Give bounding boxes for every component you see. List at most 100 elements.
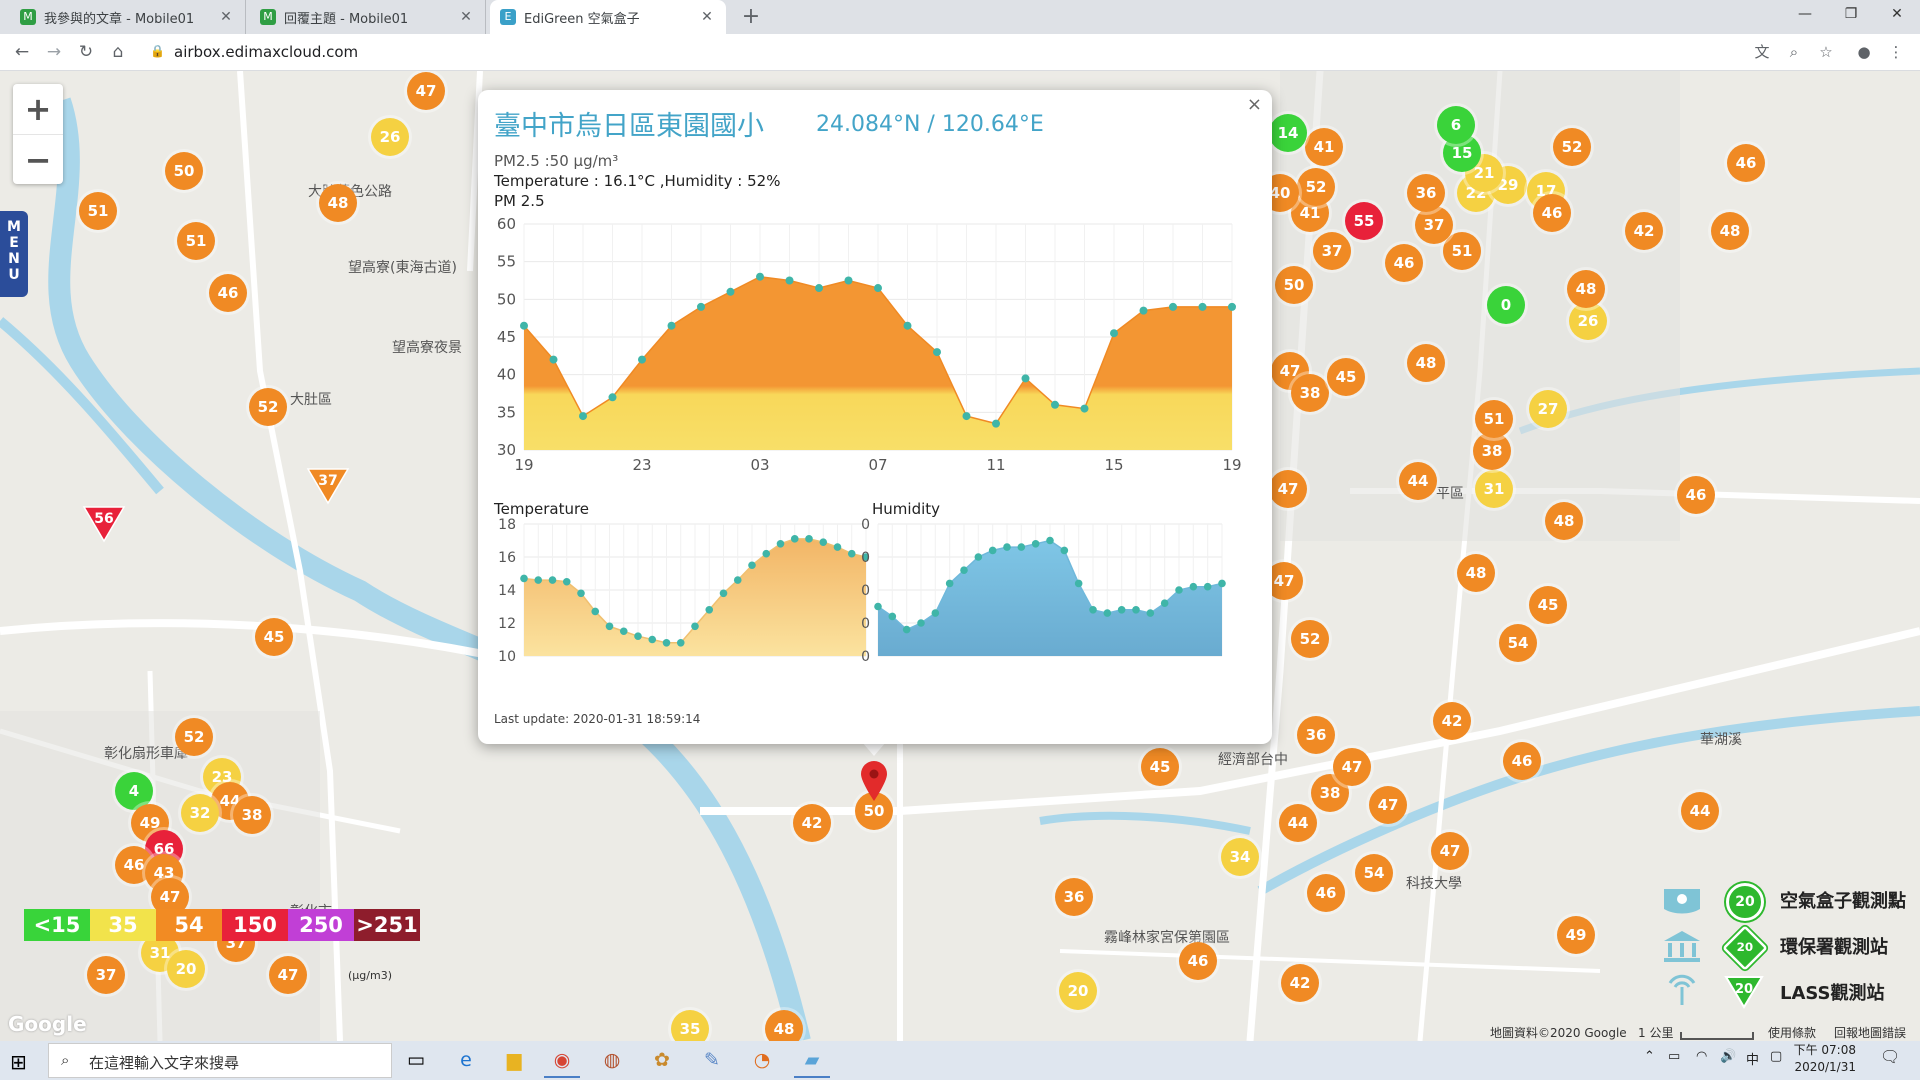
data-point[interactable] — [705, 606, 714, 614]
data-point[interactable] — [862, 553, 868, 561]
airbox-marker[interactable]: 45 — [1327, 358, 1365, 396]
data-point[interactable] — [667, 321, 676, 330]
airbox-marker[interactable]: 36 — [1055, 878, 1093, 916]
data-point[interactable] — [903, 321, 912, 330]
airbox-marker[interactable]: 46 — [1677, 476, 1715, 514]
airbox-marker[interactable]: 42 — [1281, 964, 1319, 1002]
data-point[interactable] — [648, 635, 657, 644]
data-point[interactable] — [1139, 306, 1148, 315]
lass-marker[interactable]: 56 — [82, 505, 126, 543]
airbox-marker[interactable]: 46 — [1503, 742, 1541, 780]
data-point[interactable] — [1203, 582, 1212, 591]
airbox-marker[interactable]: 48 — [1407, 344, 1445, 382]
chrome-browser-icon[interactable]: ◉ — [544, 1045, 580, 1078]
back-arrow-icon[interactable]: ← — [14, 42, 30, 62]
data-point[interactable] — [726, 287, 735, 296]
airbox-marker[interactable]: 46 — [1533, 194, 1571, 232]
data-point[interactable] — [992, 419, 1000, 428]
close-window-icon[interactable]: ✕ — [1891, 6, 1903, 22]
data-point[interactable] — [638, 355, 646, 364]
data-point[interactable] — [1146, 609, 1155, 617]
airbox-marker[interactable]: 50 — [165, 152, 203, 190]
ime-indicator[interactable]: 中 — [1746, 1053, 1760, 1068]
airbox-marker[interactable]: 52 — [1553, 128, 1591, 166]
data-point[interactable] — [1228, 302, 1236, 311]
data-point[interactable] — [756, 272, 764, 281]
report-map-error-link[interactable]: 回報地圖錯誤 — [1834, 1026, 1907, 1040]
data-point[interactable] — [815, 284, 823, 293]
data-point[interactable] — [562, 577, 571, 586]
data-point[interactable] — [1031, 540, 1040, 548]
data-point[interactable] — [733, 576, 742, 584]
airbox-marker[interactable]: 37 — [1415, 206, 1453, 244]
airbox-marker[interactable]: 38 — [233, 796, 271, 834]
app-icon-1[interactable]: ◍ — [603, 1049, 621, 1071]
data-point[interactable] — [634, 632, 642, 640]
airbox-marker[interactable]: 44 — [1681, 792, 1719, 830]
data-point[interactable] — [874, 602, 882, 611]
data-point[interactable] — [691, 622, 699, 631]
data-point[interactable] — [902, 625, 911, 634]
data-point[interactable] — [1132, 606, 1140, 614]
airbox-marker[interactable]: 38 — [1473, 432, 1511, 470]
data-point[interactable] — [844, 276, 853, 285]
airbox-marker[interactable]: 48 — [1711, 212, 1749, 250]
airbox-marker[interactable]: 45 — [255, 618, 293, 656]
data-point[interactable] — [1060, 546, 1069, 555]
airbox-marker[interactable]: 14 — [1269, 114, 1307, 152]
minimize-window-icon[interactable]: — — [1798, 6, 1812, 22]
taskbar-clock[interactable]: 下午 07:08 2020/1/31 — [1790, 1042, 1856, 1076]
close-tab-icon[interactable]: ✕ — [701, 9, 713, 25]
data-point[interactable] — [1051, 400, 1059, 409]
tab-edigreen-airbox[interactable]: E EdiGreen 空氣盒子 ✕ — [490, 0, 726, 34]
home-icon[interactable]: ⌂ — [112, 42, 124, 62]
data-point[interactable] — [819, 538, 828, 546]
data-point[interactable] — [945, 579, 954, 588]
airbox-marker[interactable]: 52 — [249, 388, 287, 426]
data-point[interactable] — [605, 622, 614, 631]
airbox-marker[interactable]: 47 — [407, 72, 445, 110]
tablet-mode-icon[interactable]: ▢ — [1770, 1049, 1783, 1064]
app-icon-2[interactable]: ✿ — [654, 1049, 670, 1071]
airbox-marker[interactable]: 52 — [175, 718, 213, 756]
airbox-marker[interactable]: 51 — [1443, 232, 1481, 270]
tray-expand-icon[interactable]: ⌃ — [1644, 1049, 1655, 1064]
data-point[interactable] — [874, 284, 882, 293]
data-point[interactable] — [988, 546, 997, 555]
tab-mobile01-reply[interactable]: M 回覆主題 - Mobile01 ✕ — [250, 0, 486, 34]
data-point[interactable] — [805, 535, 813, 543]
airbox-marker[interactable]: 54 — [1499, 624, 1537, 662]
data-point[interactable] — [1189, 582, 1198, 591]
airbox-marker[interactable]: 20 — [1059, 972, 1097, 1010]
data-point[interactable] — [1175, 586, 1183, 594]
profile-avatar-icon[interactable]: ● — [1857, 43, 1871, 61]
data-point[interactable] — [1074, 579, 1083, 588]
airbox-marker[interactable]: 46 — [1307, 874, 1345, 912]
data-point[interactable] — [1003, 543, 1011, 551]
data-point[interactable] — [785, 276, 794, 285]
airbox-marker[interactable]: 6 — [1437, 106, 1475, 144]
zoom-in-button[interactable]: + — [13, 84, 63, 135]
app-icon-3[interactable]: ✎ — [704, 1049, 720, 1071]
airbox-marker[interactable]: 47 — [1431, 832, 1469, 870]
airbox-marker[interactable]: 46 — [1385, 244, 1423, 282]
airbox-marker[interactable]: 52 — [1291, 620, 1329, 658]
selected-location-pin-icon[interactable] — [859, 760, 889, 802]
airbox-marker[interactable]: 52 — [1297, 168, 1335, 206]
zoom-out-button[interactable]: − — [24, 141, 52, 179]
airbox-marker[interactable]: 48 — [765, 1010, 803, 1041]
task-view-icon[interactable]: ▭ — [407, 1049, 425, 1071]
airbox-marker[interactable]: 0 — [1487, 286, 1525, 324]
airbox-marker[interactable]: 26 — [371, 118, 409, 156]
data-point[interactable] — [917, 619, 925, 627]
data-point[interactable] — [931, 609, 940, 617]
airbox-marker[interactable]: 38 — [1291, 374, 1329, 412]
data-point[interactable] — [960, 566, 968, 574]
data-point[interactable] — [847, 549, 856, 558]
data-point[interactable] — [1218, 579, 1226, 588]
airbox-marker[interactable]: 45 — [1529, 586, 1567, 624]
data-point[interactable] — [1046, 536, 1054, 545]
zoom-icon[interactable]: ⌕ — [1789, 43, 1799, 61]
airbox-marker[interactable]: 35 — [671, 1010, 709, 1041]
